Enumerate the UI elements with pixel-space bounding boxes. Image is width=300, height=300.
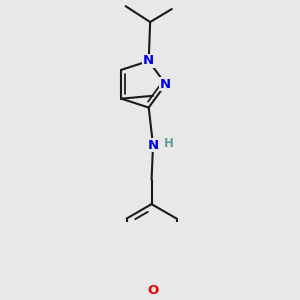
Text: N: N [160,78,171,91]
Text: N: N [148,139,159,152]
Text: N: N [143,55,154,68]
Text: H: H [164,137,174,150]
Text: O: O [147,284,159,297]
